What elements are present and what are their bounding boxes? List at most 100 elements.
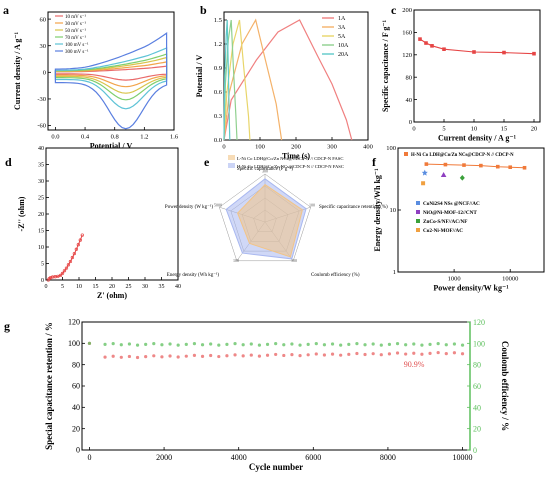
cycle-point <box>274 352 278 357</box>
gcd-curve <box>223 19 238 141</box>
cycle-point <box>347 342 351 346</box>
x-tick-label: 0.4 <box>81 134 90 141</box>
capacitance-point <box>472 50 476 54</box>
y-tick-label: 120 <box>68 318 80 327</box>
nyquist-line <box>47 234 83 281</box>
cycle-point <box>347 352 351 356</box>
panel-label: b <box>200 3 207 17</box>
x-axis-label: Current density / A g⁻¹ <box>438 134 517 143</box>
legend-label: 30 mV s⁻¹ <box>65 21 86 27</box>
cycle-point <box>290 342 294 346</box>
gcd-curve <box>223 19 251 141</box>
cycle-point <box>395 342 400 346</box>
right-y-axis-label: Coulomb efficiency / % <box>500 341 510 431</box>
cv-curve <box>54 32 168 130</box>
cycle-point <box>444 343 448 347</box>
right-y-tick-label: 60 <box>473 382 481 391</box>
cycle-point <box>452 342 457 346</box>
y-tick-label: 1.2 <box>214 41 222 48</box>
cycle-point <box>233 342 237 346</box>
cycle-point <box>184 342 188 346</box>
y-axis-label: Energy density/Wh kg⁻¹ <box>373 168 382 252</box>
cycle-point <box>412 342 416 346</box>
cycle-point <box>184 354 188 358</box>
x-tick-label: 10 <box>471 126 478 133</box>
y-tick-label: 0 <box>76 446 80 455</box>
capacitance-point <box>424 41 428 45</box>
cycle-point <box>217 354 221 359</box>
y-axis-label: Potential / V <box>195 55 204 98</box>
panel-label: f <box>372 155 377 169</box>
cycle-point <box>322 353 327 357</box>
cycle-point <box>355 351 359 356</box>
x-tick-label: 5 <box>61 284 64 290</box>
capacitance-point <box>442 47 446 51</box>
cycle-point <box>282 343 286 347</box>
cycle-point <box>436 350 440 355</box>
y-tick-label: 10 <box>38 245 44 251</box>
legend-label: 3A <box>338 25 346 31</box>
legend-label: 70 mV s⁻¹ <box>65 35 86 41</box>
y-tick-label: 60 <box>72 382 80 391</box>
nyquist-point <box>62 269 67 273</box>
ragone-point <box>443 162 448 167</box>
y-tick-label: 20 <box>38 212 44 218</box>
x-tick-label: 10000 <box>453 453 473 462</box>
x-tick-label: 1.6 <box>170 134 179 141</box>
cycle-point <box>460 343 465 347</box>
panel-label: a <box>3 3 9 17</box>
nyquist-point <box>74 247 79 251</box>
cycle-point <box>225 342 229 346</box>
y-tick-label: 0.9 <box>214 65 222 72</box>
y-axis-label: Special capacitance retention / % <box>44 322 54 450</box>
cycle-point <box>176 355 180 359</box>
y-tick-label: -60 <box>37 123 46 130</box>
plot-frame <box>413 9 541 123</box>
legend-label: 10 mV s⁻¹ <box>65 14 86 20</box>
y-tick-label: 30 <box>38 179 44 185</box>
panel-label: g <box>4 319 10 333</box>
cycle-point <box>119 343 123 347</box>
y-axis-label: -Z'' (ohm) <box>17 196 26 231</box>
y-tick-label: 10 <box>390 207 397 214</box>
radar-axis-label: Specific capacitance (F g⁻¹) <box>237 166 294 172</box>
y-tick-label: 20 <box>72 424 80 433</box>
cycle-point <box>371 352 375 356</box>
legend-label: L-Ni Co LDH@Co/Zn NCs@CDCP-N // CDCP-N F… <box>237 156 343 161</box>
y-tick-label: 0 <box>41 278 44 284</box>
x-axis-label: Potential / V <box>90 142 133 151</box>
cycle-point <box>306 342 310 346</box>
legend-label: 100 mV s⁻¹ <box>65 42 89 48</box>
cycle-point <box>217 343 221 347</box>
radar-max-label: 5000 <box>214 203 222 208</box>
ragone-point <box>479 163 483 168</box>
y-tick-label: 1.5 <box>214 17 222 24</box>
cycle-point <box>404 352 408 356</box>
gcd-curve <box>223 19 353 141</box>
cycle-point <box>135 343 140 347</box>
cycle-point <box>314 342 318 346</box>
y-axis-label: Current density / A g⁻¹ <box>13 31 22 110</box>
x-tick-label: 25 <box>126 284 132 290</box>
ragone-point <box>508 165 513 170</box>
x-tick-label: 30 <box>142 284 148 290</box>
capacitance-line <box>419 38 535 55</box>
nyquist-point <box>48 276 53 280</box>
gcd-curve <box>223 18 283 141</box>
retention-annotation: 90.9% <box>404 360 425 369</box>
legend-label: CoNi2S4 NSs @NCF//AC <box>423 201 480 207</box>
x-tick-label: 10000 <box>502 276 518 283</box>
x-tick-label: 100 <box>255 144 265 151</box>
y-tick-label: 0 <box>409 119 412 126</box>
nyquist-point <box>76 243 80 247</box>
x-tick-label: 2000 <box>156 453 172 462</box>
legend-label: H-Ni Co LDH@Co/Zn NCs@CDCP-N // CDCP-N <box>411 153 514 158</box>
panel-label: d <box>5 155 12 169</box>
cycle-point <box>379 353 383 357</box>
cycle-point <box>200 354 205 358</box>
x-tick-label: 0.0 <box>51 134 59 141</box>
cycle-point <box>192 342 197 346</box>
cycle-point <box>200 343 205 347</box>
x-tick-label: 6000 <box>305 453 321 462</box>
cycle-point <box>233 353 237 357</box>
